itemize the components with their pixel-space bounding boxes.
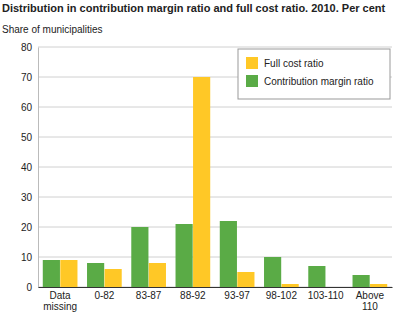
- x-tick-label: 88-92: [180, 290, 206, 301]
- bars: [43, 77, 387, 287]
- x-axis-line: [39, 287, 393, 288]
- legend-box: [238, 49, 390, 99]
- y-tick-label: 70: [21, 72, 33, 83]
- x-tick-label: 98-102: [266, 290, 298, 301]
- x-tick-label: Datamissing: [43, 290, 77, 312]
- bar: [264, 257, 281, 287]
- x-tick: Datamissing: [43, 287, 77, 312]
- chart: Distribution in contribution margin rati…: [0, 0, 398, 317]
- grid-line: [38, 257, 392, 258]
- x-tick: 0-82: [94, 287, 114, 301]
- legend-swatch: [246, 57, 258, 69]
- y-tick: 60: [21, 102, 38, 113]
- y-tick: 70: [21, 72, 38, 83]
- y-tick: 0: [26, 282, 38, 293]
- bar: [282, 284, 299, 287]
- x-tick-label: 0-82: [94, 290, 114, 301]
- bar: [370, 284, 387, 287]
- x-tick-label: 103-110: [308, 290, 344, 301]
- plot: 0 10 20 30 40 50 60 70 80 Datamissing 0-82 83-87 88-…: [21, 42, 393, 312]
- legend-label: Full cost ratio: [264, 58, 324, 69]
- y-tick-label: 40: [21, 162, 33, 173]
- bar: [87, 263, 104, 287]
- grid-line: [38, 227, 392, 228]
- bar: [131, 227, 148, 287]
- x-tick-label: 83-87: [136, 290, 162, 301]
- grid-line: [38, 107, 392, 108]
- x-tick-label: Above110: [356, 290, 385, 312]
- title: Distribution in contribution margin rati…: [2, 2, 386, 14]
- y-tick-label: 50: [21, 132, 33, 143]
- x-tick: 98-102: [266, 287, 298, 301]
- bar: [353, 275, 370, 287]
- bar: [237, 272, 254, 287]
- x-tick: 83-87: [136, 287, 162, 301]
- grid-line: [38, 167, 392, 168]
- legend-label: Contribution margin ratio: [264, 76, 374, 87]
- bar: [176, 224, 193, 287]
- x-tick: 93-97: [224, 287, 250, 301]
- legend: Full cost ratio Contribution margin ratio: [238, 49, 390, 99]
- bar: [308, 266, 325, 287]
- x-tick: 103-110: [308, 287, 344, 301]
- bar: [105, 269, 122, 287]
- y-tick: 10: [21, 252, 38, 263]
- legend-swatch: [246, 75, 258, 87]
- y-tick-label: 10: [21, 252, 33, 263]
- y-tick: 40: [21, 162, 38, 173]
- y-tick-label: 30: [21, 192, 33, 203]
- grid-line: [38, 137, 392, 138]
- x-tick-label: 93-97: [224, 290, 250, 301]
- y-tick: 80: [21, 42, 38, 53]
- y-tick-label: 0: [26, 282, 32, 293]
- y-tick-label: 80: [21, 42, 33, 53]
- bar-series: [60, 77, 387, 287]
- y-tick: 20: [21, 222, 38, 233]
- grid: [38, 47, 392, 287]
- y-tick: 50: [21, 132, 38, 143]
- bar: [149, 263, 166, 287]
- y-tick-label: 20: [21, 222, 33, 233]
- y-tick-label: 60: [21, 102, 33, 113]
- y-tick: 30: [21, 192, 38, 203]
- legend-item: Contribution margin ratio: [246, 75, 374, 87]
- bar: [193, 77, 210, 287]
- y-axis-line: [38, 48, 39, 288]
- grid-line: [38, 47, 392, 48]
- legend-item: Full cost ratio: [246, 57, 324, 69]
- bar: [220, 221, 237, 287]
- bar: [43, 260, 60, 287]
- x-tick: 88-92: [180, 287, 206, 301]
- x-tick: Above110: [356, 287, 385, 312]
- y-axis: 0 10 20 30 40 50 60 70 80: [21, 42, 39, 293]
- grid-line: [38, 197, 392, 198]
- x-axis: Datamissing 0-82 83-87 88-92 93-97 98-102 103-…: [39, 287, 393, 312]
- bar: [60, 260, 77, 287]
- bar: [326, 287, 343, 288]
- y-axis-title: Share of municipalities: [2, 24, 103, 35]
